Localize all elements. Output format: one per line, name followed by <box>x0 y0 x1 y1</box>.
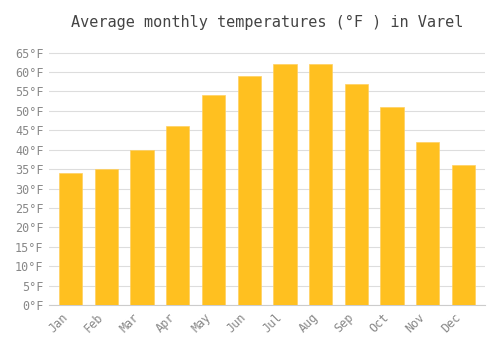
Bar <box>130 150 154 305</box>
Bar <box>238 76 261 305</box>
Bar <box>202 95 225 305</box>
Bar <box>166 126 190 305</box>
Bar <box>309 64 332 305</box>
Bar <box>344 84 368 305</box>
Bar <box>94 169 118 305</box>
Bar <box>452 165 475 305</box>
Bar <box>380 107 404 305</box>
Bar <box>59 173 82 305</box>
Bar <box>274 64 296 305</box>
Bar <box>416 142 440 305</box>
Title: Average monthly temperatures (°F ) in Varel: Average monthly temperatures (°F ) in Va… <box>71 15 463 30</box>
